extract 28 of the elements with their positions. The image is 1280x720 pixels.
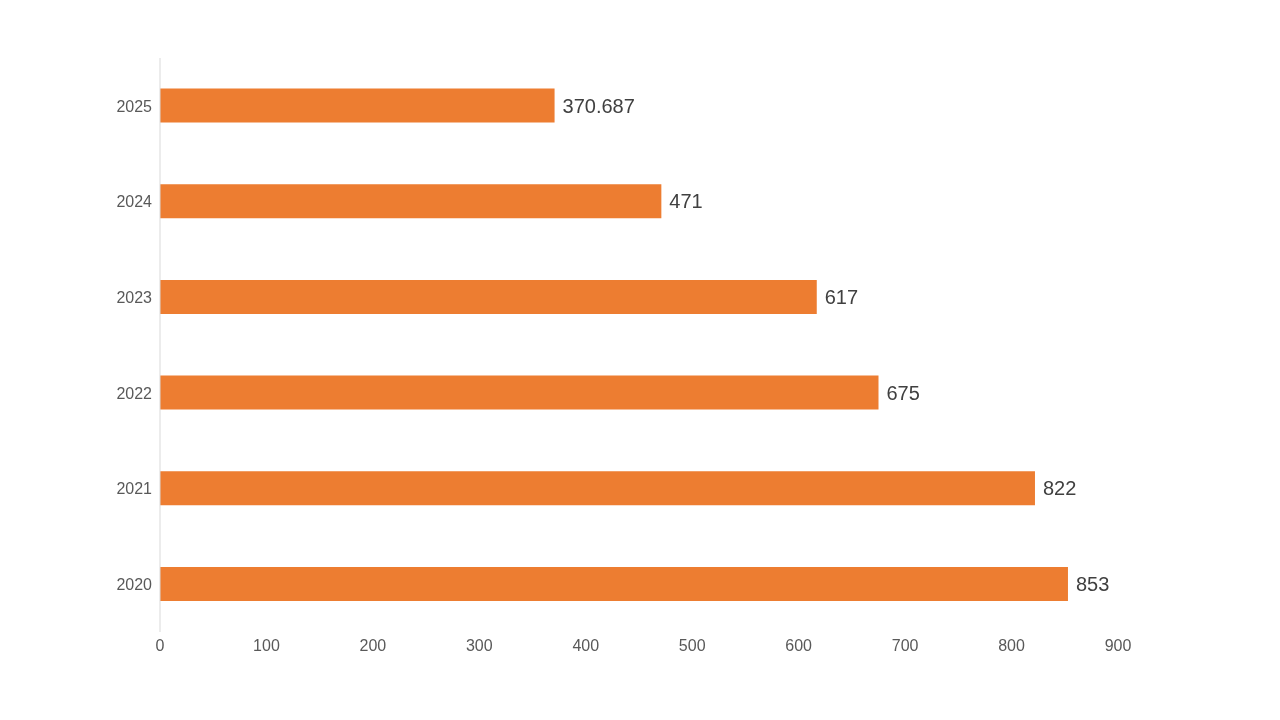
x-tick-label: 600	[785, 637, 813, 655]
x-tick-label: 500	[678, 637, 706, 655]
bar	[160, 279, 817, 314]
x-tick-label: 100	[253, 637, 280, 655]
y-tick-label: 2025	[116, 97, 153, 115]
data-label: 675	[886, 381, 920, 404]
x-tick-label: 900	[1104, 637, 1132, 655]
data-label: 822	[1042, 477, 1077, 500]
data-label: 370.687	[562, 94, 635, 117]
data-label: 471	[669, 190, 703, 213]
x-tick-label: 700	[891, 637, 919, 655]
y-tick-label: 2024	[116, 193, 153, 211]
bar	[160, 88, 555, 123]
bar	[160, 471, 1035, 506]
y-tick-label: 2020	[116, 575, 153, 593]
y-tick-label: 2022	[116, 384, 153, 402]
x-tick-label: 300	[465, 637, 493, 655]
data-label: 853	[1075, 573, 1110, 596]
x-tick-label: 400	[572, 637, 600, 655]
bar	[160, 566, 1068, 601]
bar	[160, 375, 879, 410]
y-tick-label: 2021	[116, 480, 153, 498]
x-tick-label: 0	[155, 637, 165, 655]
bar	[160, 184, 662, 219]
x-tick-label: 200	[359, 637, 387, 655]
x-tick-label: 800	[998, 637, 1025, 655]
y-tick-label: 2023	[116, 288, 153, 306]
data-label: 617	[824, 286, 859, 309]
